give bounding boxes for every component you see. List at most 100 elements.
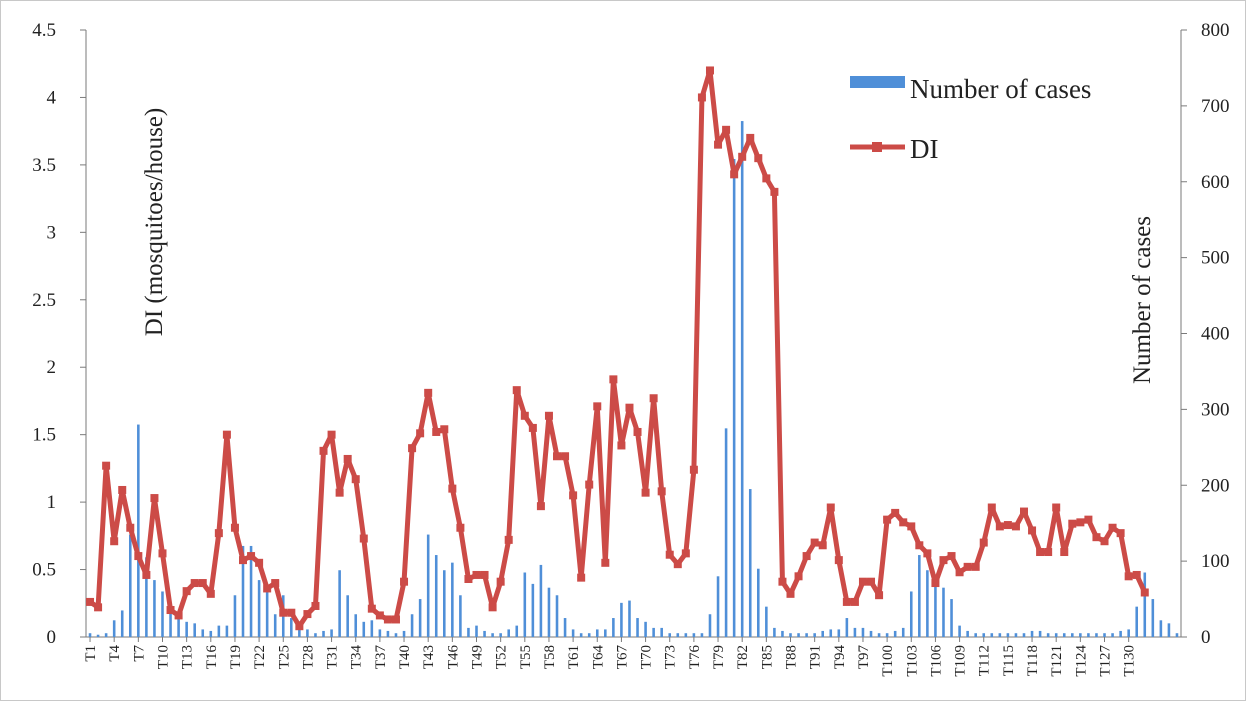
case-bar xyxy=(1167,623,1171,637)
case-bar xyxy=(700,633,704,637)
di-point xyxy=(858,577,867,586)
di-point xyxy=(222,430,231,439)
di-point xyxy=(1060,548,1069,557)
case-bar xyxy=(563,618,567,637)
x-tick-label: T76 xyxy=(687,645,703,670)
case-bar xyxy=(185,621,188,637)
di-point xyxy=(126,523,135,532)
x-tick-label: T100 xyxy=(880,645,896,677)
di-point xyxy=(786,589,795,598)
di-point xyxy=(480,570,489,579)
di-point xyxy=(810,538,819,547)
y-right-tick-label: 300 xyxy=(1201,399,1230,420)
di-point xyxy=(1028,526,1037,535)
di-point xyxy=(287,608,296,617)
di-point xyxy=(617,441,626,450)
di-point xyxy=(230,523,239,532)
case-bar xyxy=(257,580,261,637)
case-bar xyxy=(1022,633,1026,637)
di-point xyxy=(818,541,827,550)
case-bar xyxy=(1119,630,1122,637)
di-point xyxy=(311,601,320,610)
case-bar xyxy=(491,633,494,637)
case-bar xyxy=(1062,633,1066,637)
y-right-tick-label: 100 xyxy=(1201,551,1230,572)
di-point xyxy=(544,411,553,420)
case-bar xyxy=(145,557,148,637)
case-bar xyxy=(885,633,889,637)
di-point xyxy=(303,610,312,619)
legend-line-marker xyxy=(872,142,882,152)
di-point xyxy=(464,574,473,583)
di-point xyxy=(255,558,264,567)
case-bar xyxy=(716,576,720,637)
di-point xyxy=(319,446,328,455)
case-bar xyxy=(668,633,672,637)
x-tick-label: T106 xyxy=(928,645,944,677)
di-point xyxy=(536,502,545,511)
case-bar xyxy=(330,629,333,637)
case-bar xyxy=(104,633,108,637)
di-point xyxy=(754,154,763,163)
case-bar xyxy=(233,595,237,637)
di-point xyxy=(214,529,223,538)
case-bar xyxy=(459,595,462,637)
di-point xyxy=(681,549,690,558)
di-point xyxy=(488,603,497,612)
y-left-tick-label: 3.5 xyxy=(32,155,56,176)
case-bar xyxy=(821,630,824,637)
case-bar xyxy=(998,633,1002,637)
case-bar xyxy=(869,630,873,637)
di-point xyxy=(1124,572,1133,581)
di-point xyxy=(94,603,103,612)
x-tick-label: T112 xyxy=(977,645,993,676)
case-bar xyxy=(571,629,575,637)
case-bar xyxy=(386,630,390,637)
di-point xyxy=(931,579,940,588)
case-bar xyxy=(378,629,382,637)
x-tick-label: T109 xyxy=(953,645,969,677)
case-bar xyxy=(773,627,776,637)
di-point xyxy=(198,579,207,588)
di-point xyxy=(947,552,956,561)
case-bar xyxy=(1159,620,1163,637)
y-right-tick-label: 800 xyxy=(1201,20,1230,41)
case-bar xyxy=(354,614,358,637)
y-left-tick-label: 2.5 xyxy=(32,290,56,311)
di-point xyxy=(762,174,771,183)
legend: Number of cases DI xyxy=(850,74,1091,164)
case-bar xyxy=(877,633,881,637)
case-bar xyxy=(684,633,688,637)
x-tick-label: T46 xyxy=(445,645,461,670)
y-right-axis-title: Number of cases xyxy=(1129,216,1156,384)
x-tick-label: T82 xyxy=(735,645,751,669)
di-point xyxy=(649,394,658,403)
x-tick-label: T34 xyxy=(349,645,365,670)
y-right-tick-label: 600 xyxy=(1201,172,1230,193)
case-bar xyxy=(990,633,994,637)
y-left-tick-label: 1.5 xyxy=(32,425,56,446)
case-bar xyxy=(338,570,341,637)
x-tick-label: T79 xyxy=(711,645,727,669)
case-bar xyxy=(918,555,921,637)
di-point xyxy=(118,485,127,494)
di-point xyxy=(850,597,859,606)
di-point xyxy=(826,503,835,512)
case-bar xyxy=(901,627,905,637)
di-point xyxy=(553,452,562,461)
case-bar xyxy=(290,618,293,637)
x-tick-label: T28 xyxy=(300,645,316,669)
di-point xyxy=(472,570,481,579)
case-bar xyxy=(579,633,583,637)
legend-line-label: DI xyxy=(910,134,939,164)
right-axis-ticks: 0 100 200 300 400 500 600 700 800 xyxy=(1181,20,1230,648)
y-left-tick-label: 2 xyxy=(47,357,57,378)
case-bar xyxy=(418,599,422,637)
case-bar xyxy=(1127,629,1130,637)
di-point xyxy=(1100,537,1109,546)
case-bar xyxy=(781,630,784,637)
case-bar xyxy=(169,612,172,637)
di-point xyxy=(705,66,714,75)
case-bar xyxy=(225,625,229,637)
